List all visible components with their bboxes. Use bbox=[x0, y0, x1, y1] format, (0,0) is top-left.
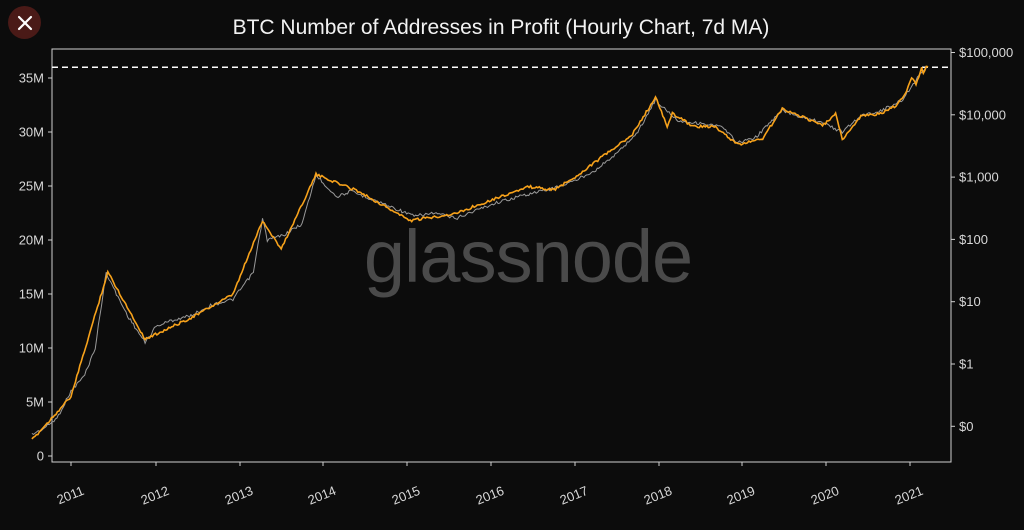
x-tick-label: 2015 bbox=[390, 483, 422, 508]
y-axis-left: 0 5M 10M 15M 20M 25M 30M 35M bbox=[19, 71, 52, 464]
series-line-price bbox=[31, 65, 929, 440]
y-right-tick-label: $1,000 bbox=[959, 170, 999, 185]
y-left-tick-label: 5M bbox=[26, 395, 44, 410]
y-left-tick-label: 35M bbox=[19, 71, 44, 86]
y-right-tick-label: $10,000 bbox=[959, 107, 1006, 122]
x-tick-label: 2012 bbox=[139, 483, 171, 508]
x-tick-label: 2013 bbox=[223, 483, 255, 508]
y-left-tick-label: 20M bbox=[19, 233, 44, 248]
y-right-tick-label: $100 bbox=[959, 232, 988, 247]
x-tick-label: 2019 bbox=[725, 483, 757, 508]
y-right-tick-label: $0 bbox=[959, 419, 973, 434]
x-tick-label: 2018 bbox=[642, 483, 674, 508]
x-tick-label: 2021 bbox=[893, 483, 925, 508]
x-axis: 2011 2012 2013 2014 2015 2016 2017 2018 2019 2020… bbox=[55, 462, 925, 508]
y-right-tick-label: $100,000 bbox=[959, 45, 1013, 60]
chart-title: BTC Number of Addresses in Profit (Hourl… bbox=[233, 16, 770, 39]
y-left-tick-label: 0 bbox=[37, 449, 44, 464]
y-axis-right: $0 $1 $10 $100 $1,000 $10,000 $100,000 bbox=[951, 45, 1013, 434]
plot-frame bbox=[51, 48, 952, 463]
x-tick-label: 2011 bbox=[55, 483, 87, 507]
y-right-tick-label: $10 bbox=[959, 294, 981, 309]
close-button[interactable] bbox=[8, 6, 41, 39]
watermark-logo: glassnode bbox=[364, 215, 692, 298]
x-tick-label: 2020 bbox=[809, 483, 841, 508]
y-left-tick-label: 30M bbox=[19, 125, 44, 140]
y-left-tick-label: 15M bbox=[19, 287, 44, 302]
x-tick-label: 2017 bbox=[558, 483, 590, 508]
y-left-tick-label: 25M bbox=[19, 179, 44, 194]
x-tick-label: 2016 bbox=[474, 483, 506, 508]
x-tick-label: 2014 bbox=[306, 483, 338, 508]
y-right-tick-label: $1 bbox=[959, 357, 973, 372]
y-left-tick-label: 10M bbox=[19, 341, 44, 356]
close-icon bbox=[17, 15, 32, 30]
